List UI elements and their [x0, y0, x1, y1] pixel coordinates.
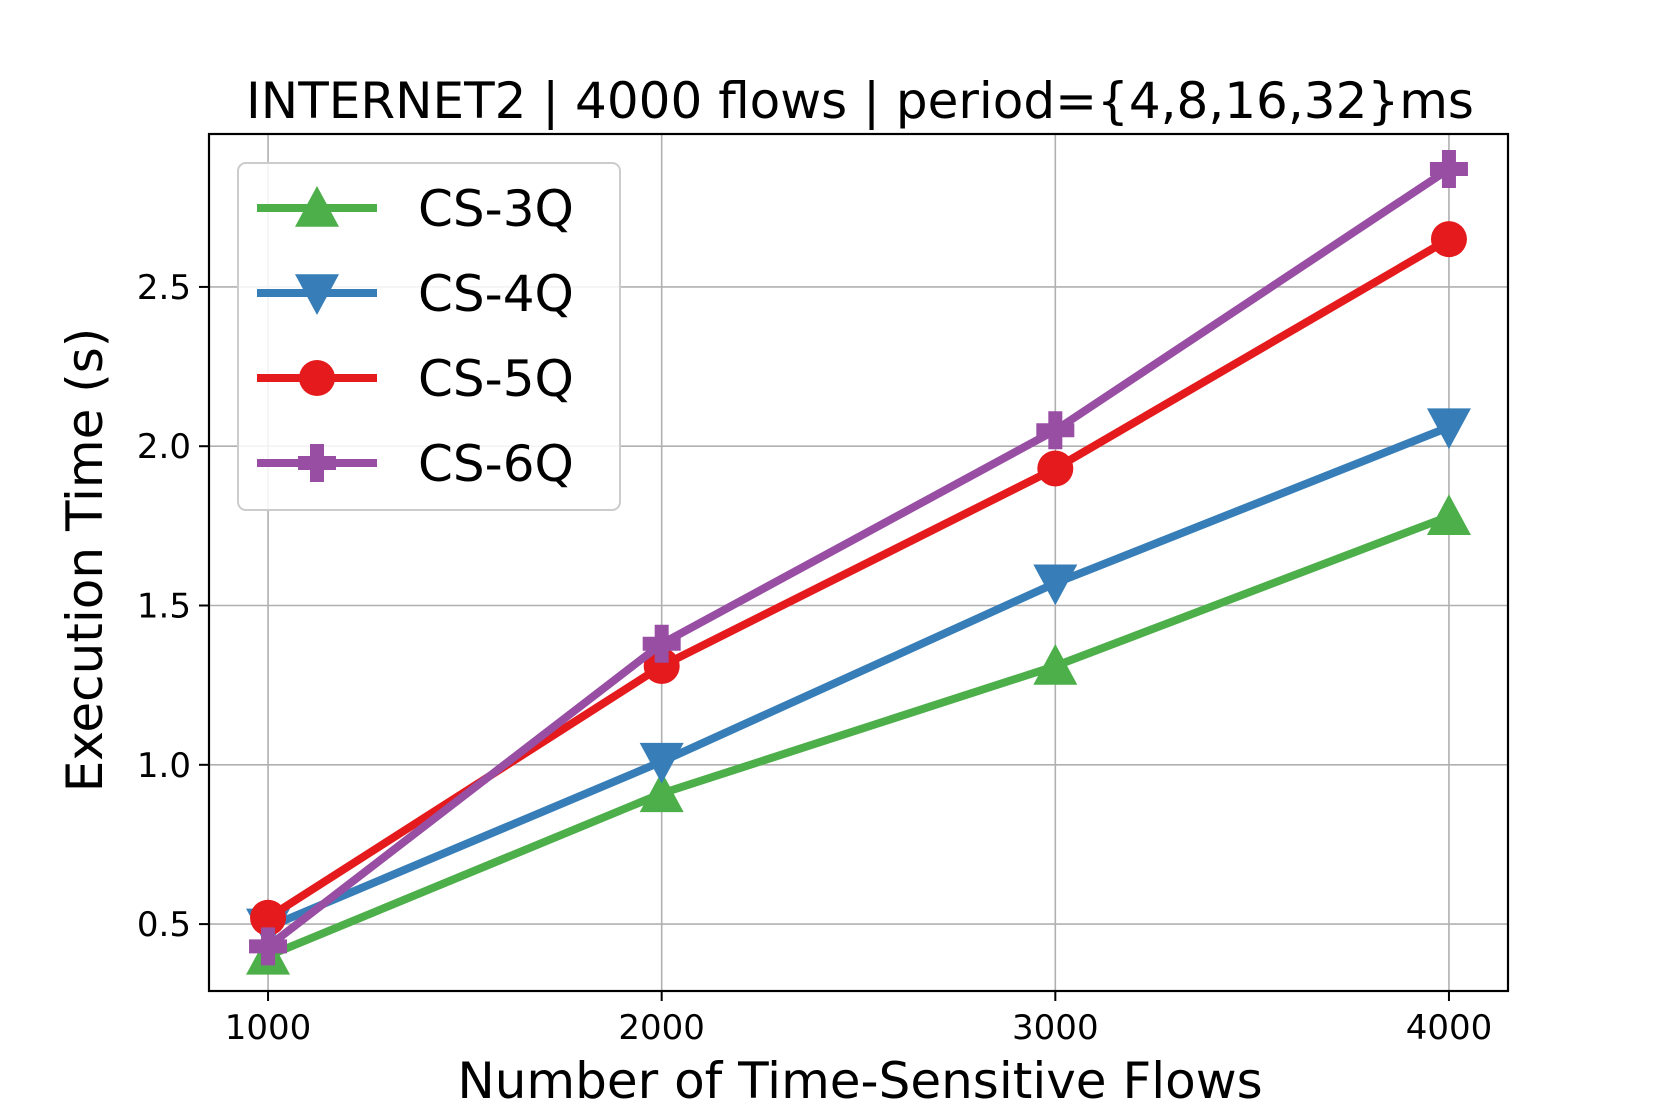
x-tick-label: 2000: [618, 1008, 705, 1048]
series-line: [266, 512, 1451, 960]
chart-title: INTERNET2 | 4000 flows | period={4,8,16,…: [246, 72, 1474, 130]
data-point: [1430, 221, 1467, 258]
legend-label: CS-3Q: [418, 180, 574, 238]
data-point: [250, 899, 287, 936]
y-tick-label: 1.5: [137, 587, 191, 627]
data-point: [642, 624, 681, 663]
legend-label: CS-5Q: [418, 350, 574, 408]
x-axis-label: Number of Time-Sensitive Flows: [457, 1052, 1262, 1107]
legend-marker: [295, 186, 339, 227]
x-tick-label: 1000: [225, 1008, 312, 1048]
data-point: [639, 771, 684, 813]
y-tick-label: 0.5: [137, 905, 191, 945]
legend-item-cs-6q: CS-6Q: [257, 435, 574, 493]
legend: CS-3Q CS-4Q CS-5Q CS-6Q: [237, 162, 621, 511]
legend-marker: [295, 274, 339, 315]
legend-item-cs-3q: CS-3Q: [257, 180, 574, 238]
data-point: [1033, 564, 1078, 606]
data-point: [1033, 644, 1078, 685]
series-layer: [246, 150, 1471, 975]
series-line: [265, 165, 1452, 950]
legend-label: CS-4Q: [418, 265, 574, 323]
x-tick-label: 3000: [1012, 1008, 1099, 1048]
y-tick-label: 2.0: [137, 427, 191, 467]
data-point: [249, 927, 288, 966]
series-line: [266, 423, 1451, 931]
x-tick-label: 4000: [1406, 1008, 1493, 1048]
series-cs-6q: [249, 150, 1468, 966]
data-point: [1429, 150, 1468, 189]
grid-lines: [209, 134, 1508, 991]
x-axis-ticks: 1000 2000 3000 4000: [225, 991, 1492, 1048]
data-point: [1426, 408, 1471, 450]
data-point: [639, 742, 684, 784]
legend-marker: [298, 444, 336, 482]
y-axis-label: Execution Time (s): [56, 328, 114, 793]
y-tick-label: 2.5: [137, 268, 191, 308]
y-axis-ticks: 0.5 1.0 1.5 2.0 2.5: [137, 268, 209, 945]
legend-label: CS-6Q: [418, 435, 574, 493]
data-point: [643, 648, 680, 685]
plot-frame: [207, 132, 1510, 993]
y-tick-label: 1.0: [137, 746, 191, 786]
data-point: [1037, 450, 1074, 487]
legend-item-cs-5q: CS-5Q: [257, 350, 574, 408]
data-point: [1426, 494, 1471, 536]
data-point: [1036, 411, 1075, 450]
legend-marker: [299, 360, 335, 396]
legend-item-cs-4q: CS-4Q: [257, 265, 574, 323]
legend-box: [237, 162, 621, 511]
